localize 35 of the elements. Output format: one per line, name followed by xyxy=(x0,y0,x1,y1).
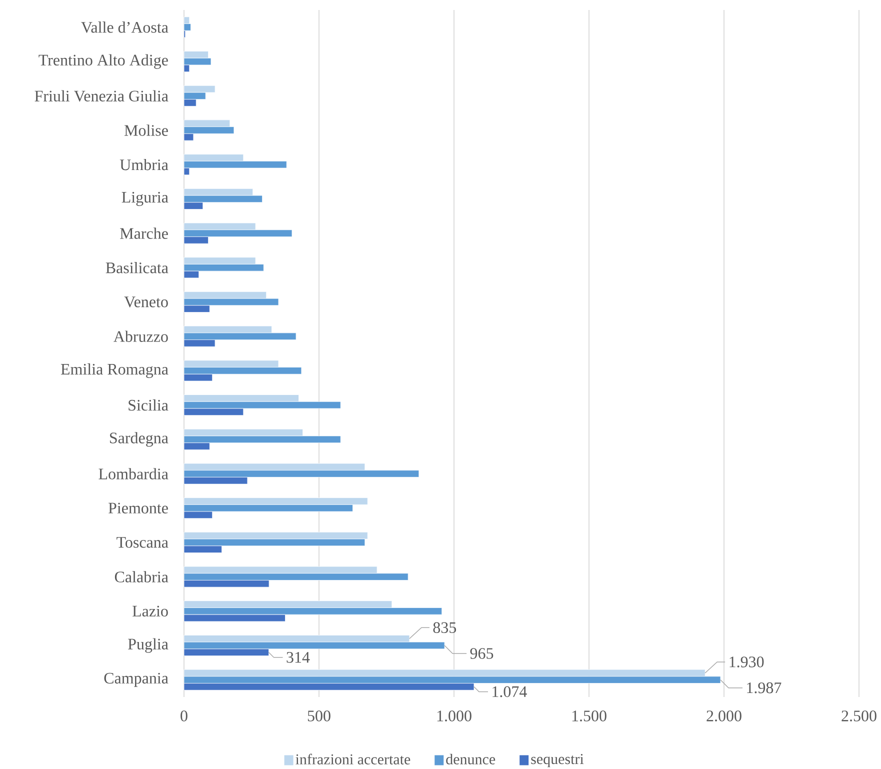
x-tick-label: 1.500 xyxy=(572,710,606,722)
y-tick-label: Sicilia xyxy=(128,399,168,411)
y-tick-label: Basilicata xyxy=(106,262,168,274)
x-tick-label: 500 xyxy=(308,710,330,722)
y-tick-label: Piemonte xyxy=(108,502,168,514)
legend-label: sequestri xyxy=(531,754,584,768)
data-label: 1.930 xyxy=(730,656,764,668)
x-tick-label: 2.500 xyxy=(842,710,876,722)
y-tick-label: Puglia xyxy=(128,638,168,653)
y-tick-label: Lazio xyxy=(132,606,168,617)
data-label: 1.074 xyxy=(492,686,527,698)
y-tick-label: Calabria xyxy=(114,571,168,582)
data-label: 1.987 xyxy=(747,682,782,694)
y-tick-label: Abruzzo xyxy=(114,330,168,342)
y-tick-label: Liguria xyxy=(122,192,168,206)
y-tick-label: Emilia Romagna xyxy=(60,363,168,378)
y-tick-label: Lombardia xyxy=(98,468,168,480)
y-tick-label: Marche xyxy=(120,228,168,239)
y-tick-label: Sardegna xyxy=(110,432,168,447)
legend-label: infrazioni accertate xyxy=(296,754,410,764)
y-tick-label: Molise xyxy=(124,124,168,136)
legend-label: denunce xyxy=(446,754,496,764)
data-label: 965 xyxy=(470,648,494,659)
x-tick-label: 2.000 xyxy=(706,710,742,722)
y-tick-label: Campania xyxy=(104,672,168,687)
y-tick-label: Veneto xyxy=(124,296,168,308)
y-tick-label: Trentino Alto Adige xyxy=(38,54,168,69)
x-tick-label: 0 xyxy=(180,710,188,722)
data-label: 835 xyxy=(433,622,456,634)
y-tick-label: Toscana xyxy=(116,537,168,548)
y-tick-label: Umbria xyxy=(120,158,168,170)
y-tick-label: Friuli Venezia Giulia xyxy=(34,90,168,102)
y-tick-label: Valle d’Aosta xyxy=(81,22,168,33)
x-tick-label: 1.000 xyxy=(437,710,472,722)
data-label: 314 xyxy=(286,652,310,663)
